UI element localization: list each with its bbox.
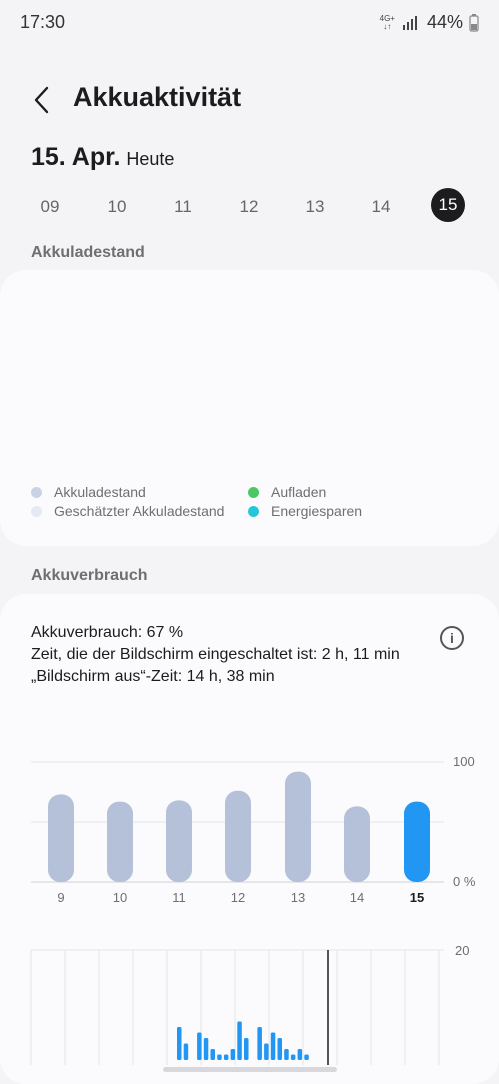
hourly-bar (290, 1054, 296, 1060)
day-14[interactable]: 14 (371, 197, 391, 216)
legend-power-saving: Energiesparen (248, 503, 362, 519)
legend-battery-level: Akkuladestand (31, 484, 146, 500)
battery-level-card: ⚡ 71 100 0 % 0 12 Akkuladestand Aufladen… (0, 270, 499, 546)
day-selector: 09 10 11 12 13 14 15 (0, 188, 499, 222)
day-10[interactable]: 10 (107, 197, 127, 216)
battery-level-section-label: Akkuladestand (31, 244, 145, 261)
signal-icon (402, 15, 417, 30)
date-sub: Heute (126, 149, 175, 169)
usage-x-label-15: 15 (410, 890, 424, 905)
hourly-bar (270, 1032, 276, 1060)
usage-bar-13[interactable] (285, 771, 311, 882)
hourly-bar (284, 1049, 289, 1060)
date-main: 15. Apr. (31, 143, 121, 171)
screen-off-line: „Bildschirm aus“-Zeit: 14 h, 38 min (31, 668, 275, 685)
hourly-usage-chart[interactable]: 20 (0, 940, 499, 1065)
hourly-bar (304, 1054, 309, 1060)
usage-x-label-13: 13 (291, 890, 305, 905)
usage-x-label-12: 12 (231, 890, 245, 905)
usage-bar-9[interactable] (48, 794, 74, 882)
hourly-bar (210, 1049, 215, 1060)
hourly-bar (197, 1032, 202, 1060)
hourly-bar (230, 1049, 236, 1060)
screen-on-line: Zeit, die der Bildschirm eingeschaltet i… (31, 646, 400, 663)
battery-percent: 44% (426, 12, 463, 32)
usage-x-label-9: 9 (57, 890, 64, 905)
status-time: 17:30 (20, 12, 66, 32)
hourly-bar (183, 1043, 189, 1060)
day-15-selected[interactable]: 15 (431, 188, 465, 222)
usage-percent-line: Akkuverbrauch: 67 % (31, 624, 184, 641)
usage-bar-14[interactable] (344, 806, 370, 882)
usage-bar-15[interactable] (404, 801, 430, 882)
usage-x-label-14: 14 (350, 890, 364, 905)
usage-x-label-11: 11 (172, 890, 186, 905)
info-icon[interactable]: i (440, 626, 464, 650)
legend-dot-charging (248, 486, 259, 498)
usage-bar-11[interactable] (166, 800, 192, 882)
day-11[interactable]: 11 (174, 197, 192, 216)
usage-y-tick-bottom: 0 % (453, 874, 476, 889)
day-13[interactable]: 13 (305, 197, 325, 216)
hourly-bar (217, 1054, 222, 1060)
gesture-bar (163, 1067, 337, 1072)
hourly-y-tick-top: 20 (455, 943, 469, 958)
status-icons: 4G+ ↓↑ 44% (380, 12, 479, 33)
app-header: Akkuaktivität (0, 80, 499, 120)
hourly-bar (277, 1038, 282, 1060)
hourly-bar (223, 1054, 229, 1060)
usage-bar-12[interactable] (225, 790, 251, 882)
legend-dot-power-saving (248, 505, 259, 517)
page-title: Akkuaktivität (73, 82, 242, 112)
usage-x-label-10: 10 (113, 890, 127, 905)
network-type: 4G+ ↓↑ (379, 13, 395, 31)
hourly-bar (244, 1038, 249, 1060)
day-09[interactable]: 09 (40, 197, 60, 216)
date-heading: 15. Apr. Heute (31, 143, 174, 172)
hourly-bar (177, 1027, 182, 1060)
legend-estimated: Geschätzter Akkuladestand (31, 503, 224, 519)
back-icon[interactable] (28, 82, 58, 118)
hourly-bar (264, 1043, 269, 1060)
legend-dot-battery-level (31, 486, 42, 498)
battery-icon (469, 13, 479, 32)
legend-charging: Aufladen (248, 484, 326, 500)
status-bar: 17:30 4G+ ↓↑ 44% (0, 0, 499, 44)
battery-level-chart[interactable]: ⚡ 71 100 0 % 0 12 (0, 295, 499, 495)
hourly-bar (297, 1049, 303, 1060)
usage-y-tick-top: 100 (453, 754, 475, 769)
day-12[interactable]: 12 (239, 197, 259, 216)
usage-bar-10[interactable] (107, 801, 133, 882)
hourly-bar (237, 1021, 242, 1060)
battery-usage-section-label: Akkuverbrauch (31, 567, 148, 584)
hourly-bar (257, 1027, 262, 1060)
hourly-bar (203, 1038, 209, 1060)
usage-summary: Akkuverbrauch: 67 % Zeit, die der Bildsc… (31, 622, 400, 688)
daily-usage-chart[interactable]: 100 0 % 9 10 11 12 13 14 15 (0, 745, 499, 905)
legend-dot-estimated (31, 505, 42, 517)
